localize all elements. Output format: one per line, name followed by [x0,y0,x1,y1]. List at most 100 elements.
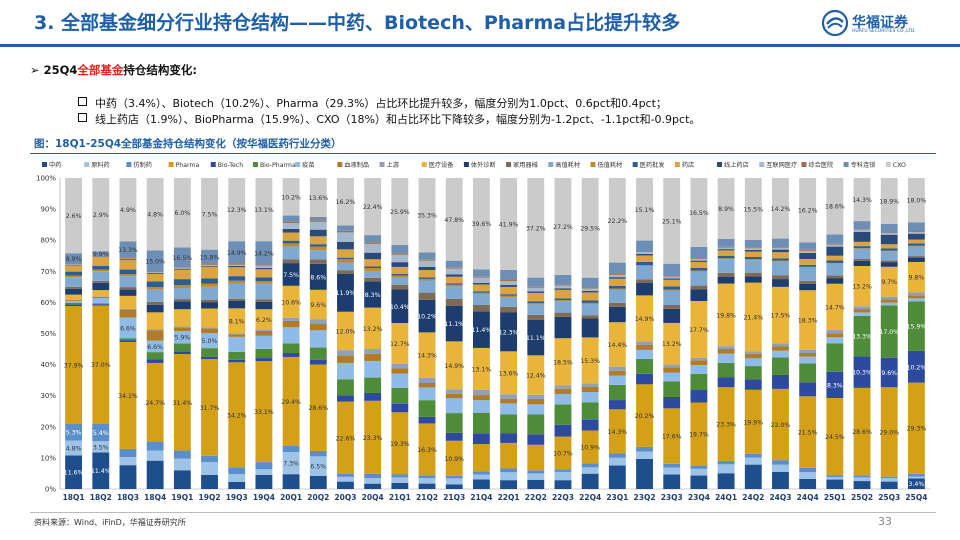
bar-segment [554,178,572,275]
bar-segment [472,304,490,312]
bar-segment [391,474,409,478]
bar-segment [527,277,545,287]
bar-segment [527,394,545,399]
data-label: 8.9% [718,206,734,213]
bar-segment [853,481,871,489]
bar-segment [391,482,409,489]
bar-segment [772,464,789,472]
bar-segment [173,279,191,286]
data-label: 31.4% [173,400,193,407]
data-label: 10.9% [444,456,464,463]
bar-segment [744,379,762,390]
bar-segment [717,362,735,378]
bar-segment [527,444,545,471]
bar-segment [717,473,735,489]
data-label: 15.3% [580,358,600,365]
bar-segment [500,279,518,282]
bar-segment [65,277,83,287]
data-label: 4.9% [120,207,136,214]
bar-segment [201,455,218,463]
bar-segment [717,276,735,284]
bar-segment [391,387,409,404]
bar-segment [119,317,137,339]
bar-segment [744,251,762,257]
bar-segment [663,263,681,276]
bar-segment [744,260,762,273]
data-label: 10.2% [907,364,927,371]
bar-segment [445,305,463,342]
bar-segment [119,338,137,341]
bar-segment [255,335,273,349]
bar-segment [146,273,164,282]
data-label: 12.3% [227,207,247,214]
bar-segment [173,309,191,327]
bar-segment [663,463,681,468]
summary-suffix: 持仓结构变化: [123,63,198,77]
bar-segment [146,329,164,331]
legend-swatch [126,162,132,167]
bar-segment [201,249,218,264]
data-label: 13.2% [852,284,872,291]
bar-segment [880,234,898,245]
bar-segment [282,232,300,241]
bar-segment [826,337,844,344]
bar-segment [717,377,735,388]
bar-segment [663,322,681,365]
bar-segment [337,350,354,356]
bar-segment [799,349,817,354]
bar-segment [581,288,599,291]
summary-heading: ➢ 25Q4全部基金持仓结构变化: [30,62,197,78]
bar-segment [282,240,300,244]
data-label: 6.6% [147,344,163,351]
bar-segment [853,315,871,357]
y-tick-label: 30% [40,392,56,400]
bar-segment [690,357,708,361]
bar-segment [391,266,409,275]
x-tick-label: 22Q1 [498,493,520,502]
bar-segment [527,398,545,405]
bar-segment [772,279,789,287]
bar-segment [309,323,327,331]
bar-segment [146,178,164,251]
data-label: 11.9% [336,290,356,297]
bar-segment [309,330,327,348]
figure-caption: 图：18Q1-25Q4全部基金持仓结构变化（按华福医药行业分类） [34,138,342,150]
bar-segment [853,309,871,313]
data-label: 10.7% [553,450,573,457]
bar-segment [119,309,137,318]
bar-segment [228,362,246,468]
bar-segment [717,246,735,248]
bar-segment [201,178,218,250]
x-tick-label: 22Q2 [525,493,547,502]
bar-segment [472,292,490,295]
bar-segment [65,275,83,278]
data-label: 23.3% [363,435,383,442]
bar-segment [146,272,164,274]
bar-segment [799,396,817,468]
bar-segment [255,281,273,284]
bar-segment [364,353,382,361]
data-label: 16.2% [336,199,356,206]
bar-segment [173,269,191,280]
bar-segment [853,265,871,307]
legend-swatch [759,162,765,167]
bar-segment [500,269,518,280]
bar-segment [690,271,708,286]
bar-segment [799,283,817,291]
data-label: 19.7% [689,432,709,439]
bar-segment [690,268,708,271]
bar-segment [554,289,572,299]
bar-segment [500,281,518,286]
data-label: 10.3% [852,370,872,377]
bar-segment [65,306,83,425]
bar-segment [418,280,436,293]
bar-segment [799,178,817,243]
bar-segment [309,236,327,245]
legend-label: 家用器械 [513,161,538,169]
x-tick-label: 22Q3 [552,493,574,502]
bar-segment [581,277,599,288]
bar-segment [255,358,273,362]
bar-segment [173,285,191,289]
bar-segment [717,238,735,247]
data-label: 17.0% [879,329,899,336]
